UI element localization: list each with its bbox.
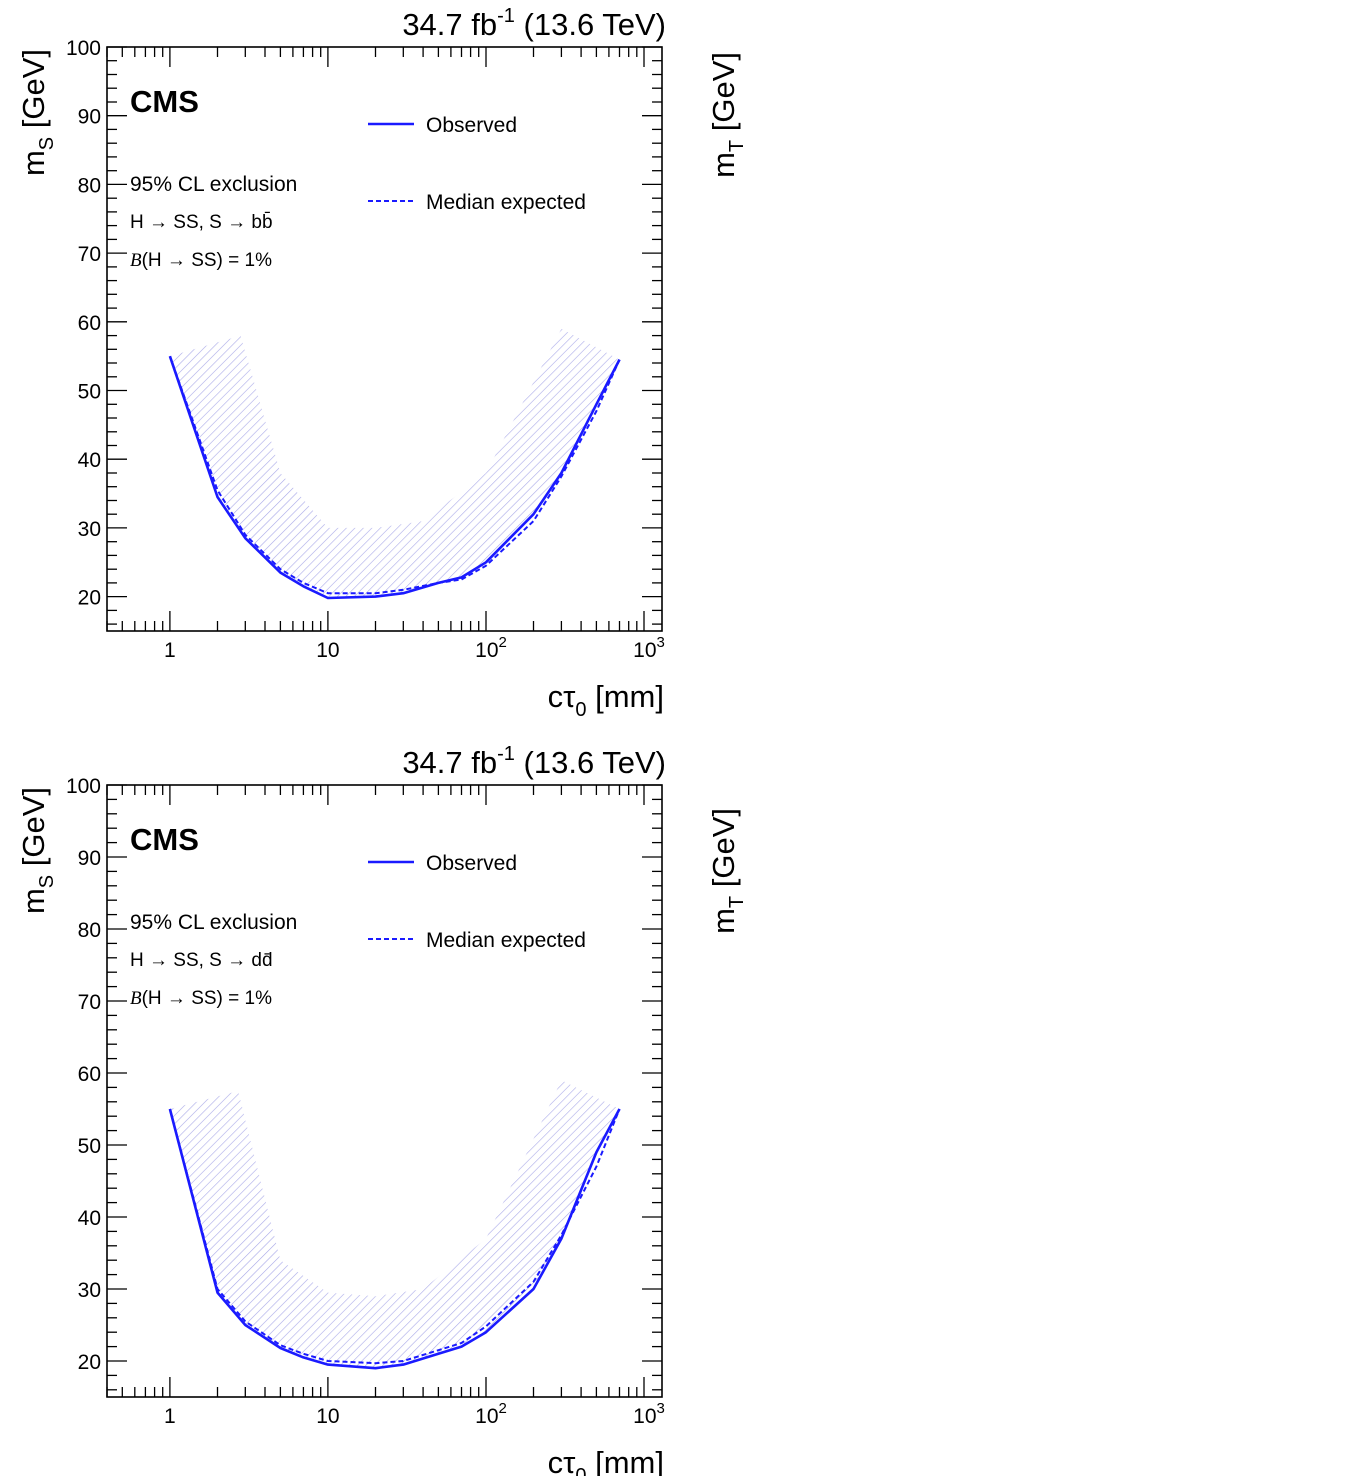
luminosity-label: 34.7 fb-1 (13.6 TeV) <box>402 5 666 42</box>
x-axis-ticks <box>106 785 645 1397</box>
y-axis-title: mS [GeV] <box>16 49 58 176</box>
y-tick-label-1: 20 <box>78 587 101 610</box>
x-tick-label-4: 103 <box>633 1400 665 1428</box>
annotation-process: H → SS, S → bb̄ <box>130 212 273 233</box>
plot-frame <box>106 784 663 1398</box>
x-tick-label-3: 102 <box>475 1400 507 1428</box>
exclusion-band <box>169 328 620 598</box>
x-axis-title: cτ0 [mm] <box>548 679 664 721</box>
annotation-branching: B(H → SS) = 1% <box>130 988 272 1009</box>
legend-expected-label: Median expected <box>426 929 586 952</box>
x-tick-label-2: 10 <box>316 639 339 662</box>
chart-3: 1 10 102 103 20 30 40 50 60 70 80 90 100 34.7 fb-1 (1… <box>16 743 666 1481</box>
observed-limit-line <box>168 1108 621 1370</box>
y-tick-label-2: 30 <box>78 518 101 541</box>
cms-label: CMS <box>130 84 199 119</box>
chart-panel-bottom-left: 1 10 102 103 20 30 40 50 60 70 80 90 100 34.7 fb-1 (1… <box>0 738 685 1481</box>
y-tick-label-5: 60 <box>78 1063 101 1086</box>
plot-area <box>168 328 621 600</box>
y-tick-label-6: 70 <box>78 243 101 266</box>
y-tick-label-2: 30 <box>78 1279 101 1302</box>
y-tick-label-6: 70 <box>78 991 101 1014</box>
y-axis-ticks <box>107 784 662 1391</box>
annotation-process: H → SS, S → dd̄ <box>130 950 273 971</box>
y-tick-label-4: 50 <box>78 1135 101 1158</box>
x-tick-label-1: 1 <box>164 1405 176 1428</box>
x-tick-label-4: 103 <box>633 634 665 662</box>
x-axis-title: cτ0 [mm] <box>548 1445 664 1476</box>
legend-observed-label: Observed <box>426 852 517 875</box>
annotation-cl: 95% CL exclusion <box>130 911 297 934</box>
x-tick-label-3: 102 <box>475 634 507 662</box>
y-axis-title: mT [GeV] <box>706 808 748 934</box>
y-tick-label-9: 100 <box>66 775 101 798</box>
y-axis-title: mS [GeV] <box>16 787 58 914</box>
x-tick-label-2: 10 <box>316 1405 339 1428</box>
y-tick-label-7: 80 <box>78 919 101 942</box>
chart-panel-top-left: 1 10 102 103 20 30 40 50 60 70 80 90 100 34.7 fb-1 (1… <box>0 0 685 738</box>
plot-area <box>168 1080 621 1370</box>
y-tick-label-3: 40 <box>78 449 101 472</box>
expected-limit-line <box>168 355 621 595</box>
y-tick-label-3: 40 <box>78 1207 101 1230</box>
exclusion-band <box>169 1080 620 1369</box>
observed-limit-line <box>168 355 621 600</box>
chart-1: 1 10 102 103 20 30 40 50 60 70 80 90 100 34.7 fb-1 (1… <box>16 5 666 721</box>
y-axis-ticks <box>107 46 662 625</box>
chart-panel-top-right: cτ0 = 100 mmcτ0 = 10 mmcτ0 = 1 mm1618202… <box>685 0 1370 738</box>
y-axis-title: mT [GeV] <box>706 52 748 178</box>
y-tick-label-5: 60 <box>78 312 101 335</box>
plot-frame <box>106 46 663 632</box>
y-tick-label-1: 20 <box>78 1351 101 1374</box>
annotation-cl: 95% CL exclusion <box>130 173 297 196</box>
x-axis-ticks <box>106 47 645 631</box>
luminosity-label: 34.7 fb-1 (13.6 TeV) <box>402 743 666 780</box>
y-tick-label-8: 90 <box>78 106 101 129</box>
expected-limit-line <box>168 1108 621 1365</box>
chart-2: cτ0 = 100 mmcτ0 = 10 mmcτ0 = 1 mm1618202… <box>706 52 748 178</box>
x-tick-label-1: 1 <box>164 639 176 662</box>
cms-label: CMS <box>130 822 199 857</box>
y-tick-label-4: 50 <box>78 381 101 404</box>
y-tick-label-8: 90 <box>78 847 101 870</box>
chart-panel-bottom-right: cτ0 = 100 mmcτ0 = 10 mmcτ0 = 1 mm1618202… <box>685 738 1370 1476</box>
y-tick-label-9: 100 <box>66 37 101 60</box>
annotation-branching: B(H → SS) = 1% <box>130 250 272 271</box>
legend-expected-label: Median expected <box>426 191 586 214</box>
chart-4: cτ0 = 100 mmcτ0 = 10 mmcτ0 = 1 mm1618202… <box>706 808 748 934</box>
legend-observed-label: Observed <box>426 114 517 137</box>
y-tick-label-7: 80 <box>78 174 101 197</box>
